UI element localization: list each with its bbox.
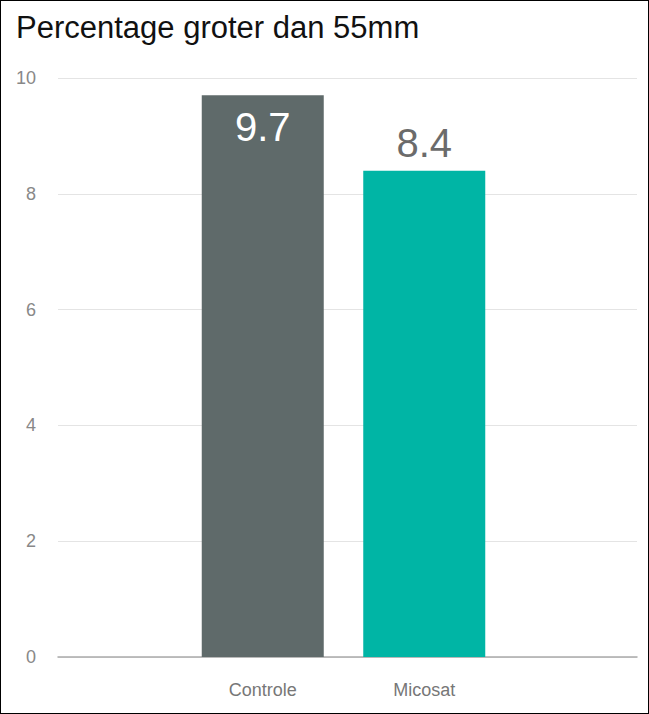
svg-text:10: 10 (16, 68, 36, 88)
svg-text:4: 4 (26, 415, 36, 435)
svg-text:Percentage groter dan 55mm: Percentage groter dan 55mm (16, 10, 419, 45)
svg-text:Controle: Controle (229, 680, 297, 700)
svg-text:6: 6 (26, 300, 36, 320)
svg-text:2: 2 (26, 531, 36, 551)
svg-text:8.4: 8.4 (396, 121, 452, 165)
svg-text:8: 8 (26, 184, 36, 204)
svg-text:0: 0 (26, 647, 36, 667)
svg-text:9.7: 9.7 (235, 105, 291, 149)
svg-text:Micosat: Micosat (393, 680, 455, 700)
